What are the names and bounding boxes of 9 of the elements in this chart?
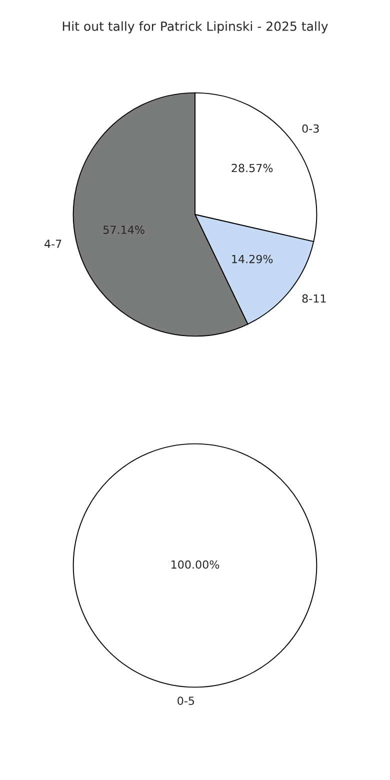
data-label: 28.57% bbox=[232, 164, 273, 172]
data-label: 14.29% bbox=[232, 254, 273, 264]
slice-label: 4-7 bbox=[44, 240, 62, 248]
slice-label: 0-3 bbox=[302, 124, 319, 133]
data-label: 100.00% bbox=[172, 560, 220, 569]
data-label: 57.14% bbox=[103, 226, 144, 234]
chart-title: Hit out tally for Patrick Lipinski - 2025 tally bbox=[62, 21, 328, 34]
slice-label: 8-11 bbox=[302, 294, 326, 303]
slice-label: 0-5 bbox=[178, 696, 194, 706]
